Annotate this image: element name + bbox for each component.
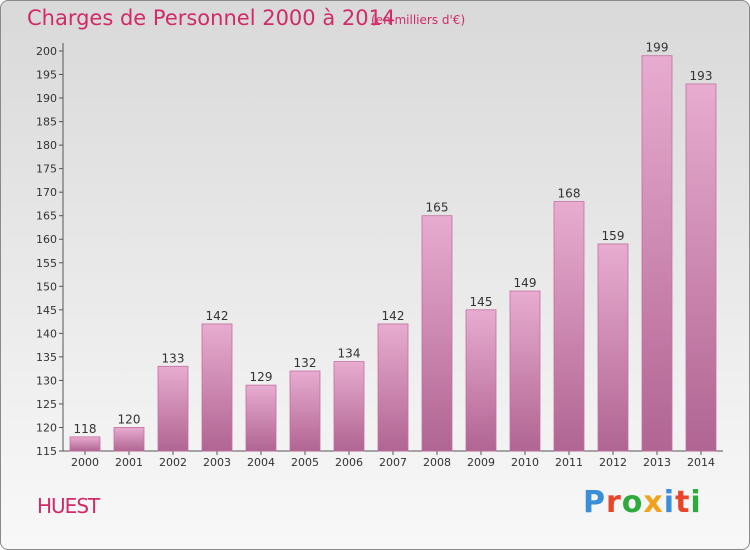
y-tick-label: 185 — [36, 116, 57, 129]
data-label-2009: 145 — [470, 295, 493, 309]
bar-2002 — [157, 365, 189, 452]
data-label-2005: 132 — [294, 356, 317, 370]
data-label-2013: 199 — [646, 41, 669, 55]
y-tick-label: 125 — [36, 398, 57, 411]
bar-2013 — [641, 55, 673, 452]
chart-data-labels: 118 120 133 142 129 132 134 142 165 145 149 168 159 1… — [74, 41, 713, 436]
data-label-2004: 129 — [250, 370, 273, 384]
logo-letter: t — [675, 485, 691, 520]
y-tick-label: 155 — [36, 257, 57, 270]
x-tick-label-2006: 2006 — [335, 456, 363, 469]
data-label-2000: 118 — [74, 422, 97, 436]
y-tick-label: 195 — [36, 69, 57, 82]
logo-letter: i — [690, 485, 702, 520]
y-tick-label: 160 — [36, 233, 57, 246]
bar-2001 — [113, 427, 145, 452]
data-label-2011: 168 — [558, 187, 581, 201]
bar-2007 — [377, 323, 409, 452]
logo-letter: x — [643, 485, 664, 520]
logo-letter: r — [606, 485, 622, 520]
x-tick-label-2014: 2014 — [687, 456, 715, 469]
x-tick-label-2004: 2004 — [247, 456, 275, 469]
y-tick-label: 170 — [36, 186, 57, 199]
chart-title: Charges de Personnel 2000 à 2014 — [27, 6, 396, 30]
town-name: HUEST — [37, 494, 100, 518]
x-tick-label-2009: 2009 — [467, 456, 495, 469]
bar-2009 — [465, 309, 497, 452]
data-label-2008: 165 — [426, 201, 449, 215]
y-tick-label: 140 — [36, 327, 57, 340]
bar-2012 — [597, 243, 629, 452]
bar-2003 — [201, 323, 233, 452]
x-tick-label-2003: 2003 — [203, 456, 231, 469]
data-label-2012: 159 — [602, 229, 625, 243]
x-tick-label-2000: 2000 — [71, 456, 99, 469]
chart-subtitle: (en milliers d'€) — [371, 13, 466, 27]
y-tick-label: 190 — [36, 92, 57, 105]
bar-2005 — [289, 370, 321, 452]
data-label-2002: 133 — [162, 351, 185, 365]
y-tick-label: 115 — [36, 445, 57, 458]
y-tick-label: 180 — [36, 139, 57, 152]
bar-2004 — [245, 384, 277, 452]
bar-2010 — [509, 290, 541, 452]
bar-2000 — [69, 436, 101, 452]
data-label-2014: 193 — [690, 69, 713, 83]
y-tick-label: 135 — [36, 351, 57, 364]
y-tick-label: 120 — [36, 421, 57, 434]
x-tick-label-2011: 2011 — [555, 456, 583, 469]
data-label-2001: 120 — [118, 412, 141, 426]
x-tick-label-2002: 2002 — [159, 456, 187, 469]
data-label-2007: 142 — [382, 309, 405, 323]
x-tick-label-2012: 2012 — [599, 456, 627, 469]
bar-2006 — [333, 361, 365, 452]
proxiti-logo: Proxiti — [583, 485, 702, 520]
y-tick-label: 165 — [36, 210, 57, 223]
y-tick-label: 150 — [36, 280, 57, 293]
x-tick-label-2007: 2007 — [379, 456, 407, 469]
x-tick-label-2008: 2008 — [423, 456, 451, 469]
bar-2011 — [553, 201, 585, 452]
logo-letter: P — [583, 485, 606, 520]
data-label-2010: 149 — [514, 276, 537, 290]
logo-letter: i — [663, 485, 676, 520]
bar-2008 — [421, 215, 453, 452]
data-label-2003: 142 — [206, 309, 229, 323]
y-tick-label: 145 — [36, 304, 57, 317]
data-label-2006: 134 — [338, 347, 361, 361]
y-tick-label: 200 — [36, 45, 57, 58]
logo-letter: o — [621, 485, 644, 520]
x-tick-label-2005: 2005 — [291, 456, 319, 469]
x-tick-label-2013: 2013 — [643, 456, 671, 469]
y-tick-label: 175 — [36, 163, 57, 176]
y-tick-label: 130 — [36, 374, 57, 387]
bar-2014 — [685, 83, 717, 452]
x-tick-label-2001: 2001 — [115, 456, 143, 469]
chart-bars — [69, 55, 717, 452]
x-tick-label-2010: 2010 — [511, 456, 539, 469]
chart-axes: 115 120 125 130 135 140 145 150 155 160 165 170 175 1… — [36, 43, 723, 469]
